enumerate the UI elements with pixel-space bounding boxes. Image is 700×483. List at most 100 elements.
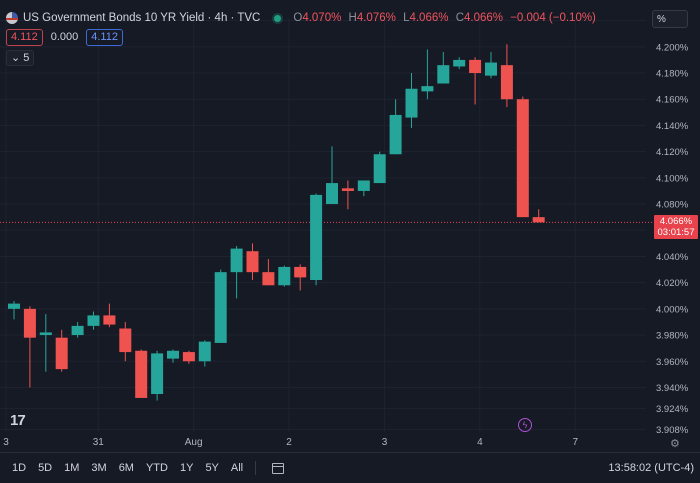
timeframe-ytd[interactable]: YTD — [145, 462, 168, 474]
y-tick-label: 4.140% — [656, 121, 689, 132]
x-tick-label: 3 — [382, 437, 388, 448]
y-tick-label: 4.080% — [656, 200, 689, 211]
symbol-title[interactable]: US Government Bonds 10 YR Yield · 4h · T… — [23, 12, 261, 24]
candle-body — [278, 266, 291, 286]
lightning-icon[interactable]: ϟ — [518, 418, 532, 432]
toolbar-divider — [255, 461, 257, 475]
y-tick-label: 3.940% — [656, 383, 689, 394]
candle-body — [119, 328, 132, 353]
low-label: L — [403, 12, 410, 24]
x-tick-label: 31 — [93, 437, 105, 448]
low-value: 4.066% — [409, 12, 449, 24]
candle-body — [405, 88, 418, 118]
candle-body — [516, 99, 529, 218]
x-tick-label: Aug — [185, 437, 203, 448]
y-tick-label: 4.020% — [656, 278, 689, 289]
y-tick-label: 4.040% — [656, 252, 689, 263]
candle-body — [230, 248, 243, 273]
gear-icon[interactable]: ⚙ — [670, 438, 680, 450]
calendar-icon[interactable] — [272, 462, 285, 474]
candle-body — [373, 154, 386, 184]
y-tick-label: 4.000% — [656, 304, 689, 315]
timeframe-3m[interactable]: 3M — [91, 462, 107, 474]
timeframe-5d[interactable]: 5D — [38, 462, 53, 474]
x-axis: 3 31 Aug 2 3 4 7 — [3, 437, 578, 448]
candle-body — [437, 65, 450, 84]
candle-body — [55, 337, 68, 370]
candle-body — [135, 350, 148, 398]
candle-body — [357, 180, 370, 191]
y-tick-label: 3.908% — [656, 425, 689, 436]
chart-grid — [0, 18, 646, 432]
candle-body — [453, 59, 466, 67]
ohlc-readout: O4.070% H4.076% L4.066% C4.066% −0.004 (… — [293, 12, 600, 24]
indicators-toggle[interactable]: ⌄ 5 — [6, 50, 35, 66]
sell-badge[interactable]: 4.112 — [6, 29, 43, 46]
symbol-header: US Government Bonds 10 YR Yield · 4h · T… — [6, 9, 600, 27]
x-tick-label: 2 — [286, 437, 292, 448]
buy-badge[interactable]: 4.112 — [86, 29, 123, 46]
candle-body — [341, 188, 354, 191]
timeframe-all[interactable]: All — [230, 462, 244, 474]
x-tick-label: 3 — [3, 437, 9, 448]
timeframe-6m[interactable]: 6M — [118, 462, 134, 474]
candle-body — [500, 65, 513, 100]
y-tick-label: 4.180% — [656, 69, 689, 80]
close-label: C — [455, 12, 464, 24]
candle-body — [103, 315, 116, 325]
high-label: H — [348, 12, 357, 24]
spread-value: 0.000 — [50, 31, 79, 43]
candle-body — [87, 315, 100, 326]
candle-body — [198, 341, 211, 362]
y-tick-label: 4.100% — [656, 173, 689, 184]
bottom-toolbar: 1D 5D 1M 3M 6M YTD 1Y 5Y All 13:58:02 (U… — [0, 452, 700, 483]
y-tick-label: 4.120% — [656, 147, 689, 158]
candle-body — [214, 272, 227, 343]
candle-body — [262, 272, 275, 286]
candle-body — [421, 86, 434, 92]
candle-body — [8, 303, 20, 309]
candlestick-chart[interactable]: 4.220%4.200%4.180%4.160%4.140%4.120%4.10… — [0, 0, 700, 452]
candle-body — [389, 114, 402, 155]
candle-body — [326, 183, 338, 205]
clock-readout[interactable]: 13:58:02 (UTC-4) — [608, 462, 694, 474]
open-value: 4.070% — [302, 12, 342, 24]
y-tick-label: 3.924% — [656, 404, 689, 415]
y-tick-label: 4.160% — [656, 95, 689, 106]
percent-scale-button[interactable]: % — [652, 10, 688, 28]
timeframe-1y[interactable]: 1Y — [179, 462, 194, 474]
open-label: O — [293, 12, 303, 24]
candle-body — [294, 266, 307, 278]
market-status-icon — [274, 14, 282, 22]
current-price-value: 4.066% — [659, 216, 693, 227]
candle-body — [485, 62, 497, 76]
candle-body — [23, 308, 36, 338]
candle-body — [71, 325, 84, 336]
close-value: 4.066% — [464, 12, 504, 24]
candle-body — [310, 194, 323, 281]
candle-body — [246, 251, 259, 273]
timeframe-1m[interactable]: 1M — [64, 462, 80, 474]
y-tick-label: 4.200% — [656, 42, 689, 53]
candle-body — [151, 353, 164, 395]
candle-body — [167, 350, 179, 359]
us-flag-icon — [6, 12, 18, 24]
x-tick-label: 7 — [572, 437, 578, 448]
change-value: −0.004 (−0.10%) — [510, 12, 596, 24]
y-tick-label: 3.980% — [656, 331, 689, 342]
indicator-count: 5 — [23, 52, 30, 64]
timeframe-5y[interactable]: 5Y — [205, 462, 219, 474]
x-tick-label: 4 — [477, 437, 483, 448]
candle-body — [182, 352, 195, 362]
candle-body — [469, 59, 482, 74]
current-price-tag: 4.066% 03:01:57 — [654, 215, 698, 239]
candle-body — [39, 332, 52, 336]
candle-body — [532, 217, 545, 223]
high-value: 4.076% — [356, 12, 396, 24]
tradingview-logo-icon[interactable]: 17 — [10, 412, 26, 429]
bar-countdown: 03:01:57 — [657, 227, 695, 238]
y-tick-label: 3.960% — [656, 357, 689, 368]
quote-badges: 4.112 0.000 4.112 — [6, 29, 123, 46]
candles — [8, 44, 545, 401]
timeframe-1d[interactable]: 1D — [12, 462, 27, 474]
